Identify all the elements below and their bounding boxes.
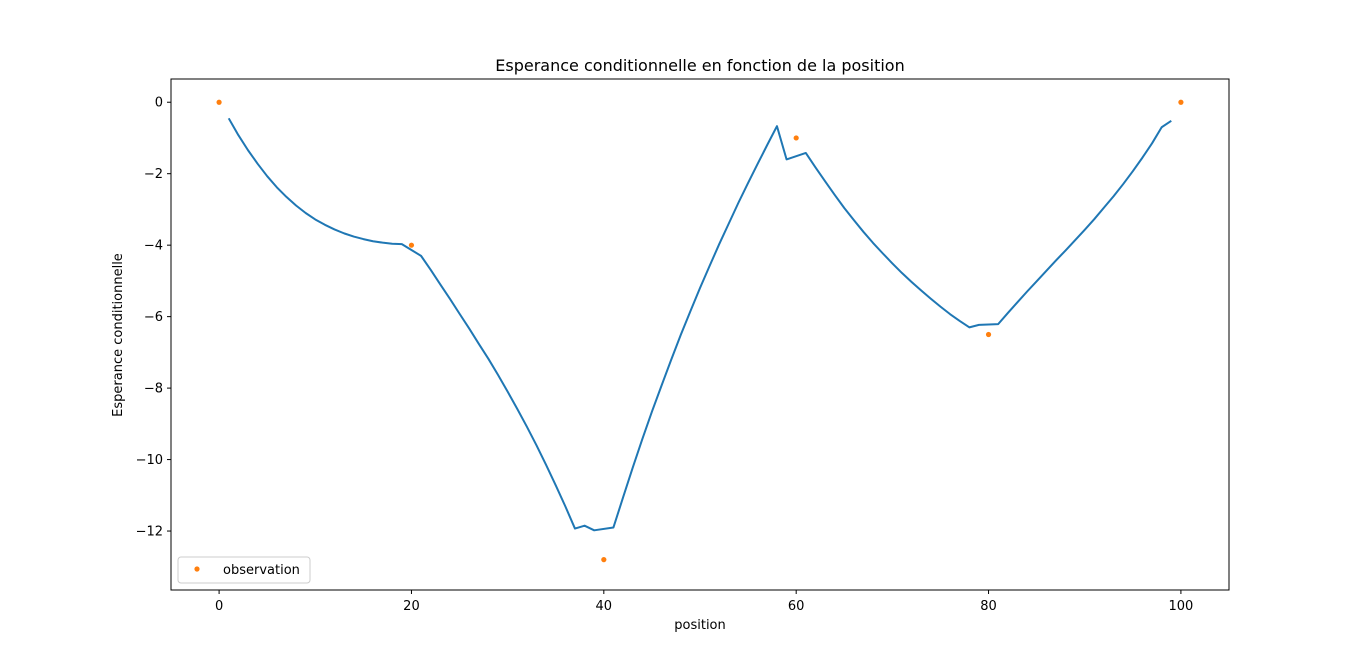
legend: observation xyxy=(177,556,311,584)
axes-frame xyxy=(170,78,1230,591)
observation-point xyxy=(601,557,607,563)
y-tick-label: −4 xyxy=(144,239,163,254)
legend-label-observation: observation xyxy=(223,563,300,578)
y-tick-label: −6 xyxy=(144,310,163,325)
x-tick-label: 40 xyxy=(596,599,613,614)
y-axis-label: Esperance conditionnelle xyxy=(111,253,126,417)
observation-point xyxy=(985,331,992,338)
legend-marker-observation xyxy=(194,566,200,572)
x-axis-label: position xyxy=(674,618,726,633)
plot-area xyxy=(216,99,1184,563)
observation-point xyxy=(1178,99,1184,105)
y-tick-label: −12 xyxy=(136,525,163,540)
x-tick-label: 0 xyxy=(215,599,223,614)
observation-point xyxy=(216,99,222,105)
x-tick-label: 100 xyxy=(1168,599,1193,614)
x-tick-label: 20 xyxy=(403,599,420,614)
observation-point xyxy=(793,135,799,141)
y-tick-label: −10 xyxy=(136,453,163,468)
legend-box xyxy=(177,556,311,584)
conditional-expectation-line xyxy=(227,117,1172,532)
observation-point xyxy=(408,242,415,248)
y-tick-label: 0 xyxy=(155,96,163,111)
y-tick-label: −8 xyxy=(144,382,163,397)
chart-title: Esperance conditionnelle en fonction de … xyxy=(495,56,904,75)
y-axis-ticks: 0 −2 −4 −6 −8 −10 −12 xyxy=(136,96,171,540)
x-axis-ticks: 0 20 40 60 80 100 xyxy=(215,590,1193,614)
x-tick-label: 80 xyxy=(980,599,997,614)
y-tick-label: −2 xyxy=(144,167,163,182)
x-tick-label: 60 xyxy=(788,599,805,614)
